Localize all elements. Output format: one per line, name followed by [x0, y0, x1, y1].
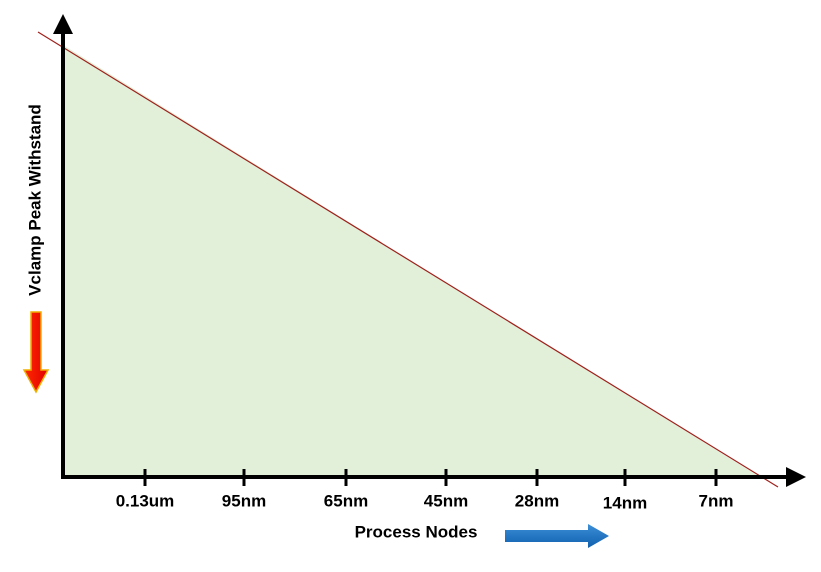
x-ticks: 0.13um 95nm 65nm 45nm 28nm 14nm 7nm — [116, 469, 734, 512]
x-tick-label: 0.13um — [116, 491, 175, 510]
x-tick-label: 14nm — [603, 493, 647, 512]
trend-line — [37, 31, 779, 488]
x-axis-label: Process Nodes — [355, 522, 478, 541]
y-axis-label: Vclamp Peak Withstand — [25, 104, 44, 296]
x-tick-label: 65nm — [324, 491, 368, 510]
x-tick-label: 95nm — [222, 491, 266, 510]
x-tick-label: 28nm — [515, 491, 559, 510]
x-tick-label: 7nm — [699, 491, 734, 510]
x-tick-label: 45nm — [424, 491, 468, 510]
y-axis-arrowhead — [53, 14, 73, 34]
x-axis-arrowhead — [786, 467, 806, 487]
down-arrow — [22, 311, 50, 394]
right-arrow — [505, 524, 609, 548]
